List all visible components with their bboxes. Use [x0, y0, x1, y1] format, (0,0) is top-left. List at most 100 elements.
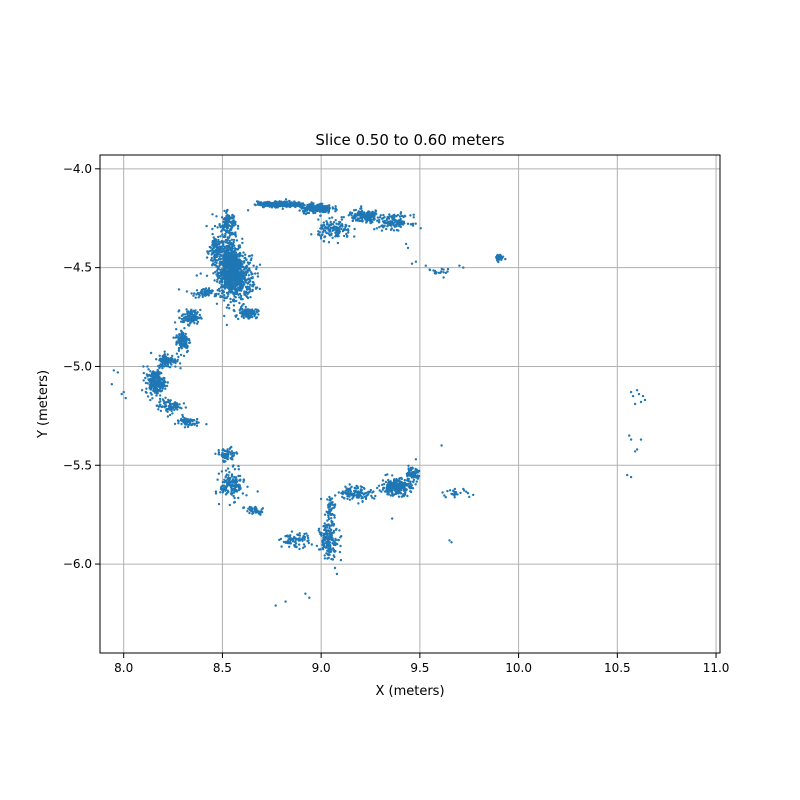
data-point: [238, 296, 241, 299]
data-point: [635, 389, 639, 392]
data-point: [322, 205, 325, 208]
data-point: [216, 289, 219, 292]
data-point: [381, 483, 384, 486]
data-point: [412, 213, 415, 216]
data-point: [344, 485, 347, 488]
data-point: [212, 236, 215, 239]
data-point: [328, 206, 331, 209]
data-point: [228, 239, 231, 243]
data-point: [120, 392, 123, 396]
data-point: [407, 479, 410, 483]
data-point: [256, 272, 259, 275]
data-point: [351, 219, 355, 223]
data-point: [236, 288, 239, 292]
data-point: [327, 548, 330, 551]
data-point: [226, 241, 229, 245]
data-point: [308, 596, 311, 599]
data-point: [166, 381, 169, 384]
data-point: [298, 209, 301, 212]
data-point: [228, 267, 231, 270]
data-point: [448, 539, 451, 542]
data-point: [182, 317, 186, 320]
data-point: [378, 220, 381, 224]
data-point: [319, 214, 322, 217]
data-point: [246, 292, 249, 295]
data-point: [207, 252, 210, 255]
data-point: [224, 476, 227, 479]
data-point: [215, 302, 219, 305]
data-point: [177, 422, 180, 425]
data-point: [231, 257, 234, 260]
data-point: [327, 545, 331, 548]
data-point: [232, 481, 235, 484]
data-point: [317, 218, 320, 221]
data-point: [158, 387, 162, 391]
data-point: [378, 216, 382, 219]
data-point: [148, 374, 151, 377]
data-point: [183, 327, 186, 330]
data-point: [232, 464, 235, 467]
data-point: [219, 491, 222, 494]
data-point: [154, 372, 157, 375]
data-point: [192, 317, 196, 320]
data-point: [288, 545, 291, 548]
data-point: [186, 418, 190, 422]
data-point: [329, 227, 332, 230]
data-point: [415, 480, 418, 483]
data-point: [215, 243, 218, 247]
data-point: [149, 351, 153, 355]
data-point: [110, 383, 114, 386]
data-point: [331, 523, 334, 526]
data-point: [195, 312, 198, 315]
data-point: [440, 444, 443, 447]
data-point: [241, 274, 244, 278]
data-point: [410, 476, 414, 479]
data-point: [186, 349, 189, 353]
data-point: [248, 505, 251, 509]
data-point: [221, 448, 224, 452]
data-point: [403, 485, 406, 489]
x-tick-label: 10.0: [505, 661, 532, 675]
data-point: [172, 359, 176, 363]
data-point: [234, 485, 238, 489]
data-point: [237, 317, 240, 321]
data-point: [256, 309, 260, 312]
data-point: [228, 307, 231, 310]
data-point: [233, 468, 237, 471]
data-point: [414, 260, 418, 263]
data-point: [221, 228, 224, 232]
data-point: [195, 422, 199, 425]
data-point: [237, 496, 240, 500]
data-point: [211, 232, 214, 236]
data-point: [326, 226, 330, 229]
data-point: [639, 400, 643, 404]
data-point: [323, 554, 326, 557]
data-point: [242, 316, 245, 320]
data-point: [176, 358, 179, 361]
data-point: [176, 408, 179, 411]
data-point: [329, 550, 333, 553]
data-point: [230, 486, 233, 489]
data-point: [335, 228, 339, 231]
data-point: [406, 494, 409, 498]
data-point: [207, 287, 211, 290]
data-point: [221, 295, 224, 298]
data-point: [235, 239, 239, 242]
data-point: [367, 218, 370, 222]
data-point: [230, 481, 233, 484]
data-point: [231, 455, 235, 458]
data-point: [398, 215, 402, 218]
data-point: [232, 494, 235, 498]
data-point: [341, 495, 344, 499]
data-point: [182, 340, 185, 343]
data-point: [390, 224, 393, 227]
data-point: [234, 253, 238, 257]
data-point: [242, 281, 245, 284]
data-point: [222, 484, 225, 487]
data-point: [441, 491, 444, 494]
data-point: [208, 291, 211, 294]
data-point: [193, 419, 196, 422]
data-point: [181, 413, 184, 417]
data-point: [151, 397, 154, 400]
data-point: [237, 266, 241, 269]
